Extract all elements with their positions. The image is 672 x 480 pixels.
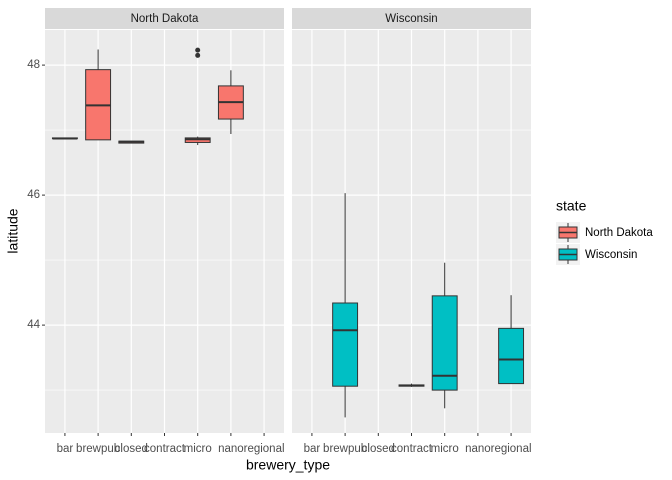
x-tick-label: contract [391, 443, 433, 455]
strip-label: Wisconsin [385, 13, 437, 25]
outlier [195, 47, 201, 53]
x-tick-label: regional [491, 443, 532, 455]
strip-background [292, 8, 531, 29]
x-tick-label: nano [465, 443, 491, 455]
x-tick-label: micro [431, 443, 459, 455]
x-tick-label: bar [304, 443, 321, 455]
y-axis-title: latitude [5, 208, 21, 253]
x-tick-label: regional [244, 443, 285, 455]
box [498, 327, 525, 385]
strip-label: North Dakota [131, 13, 199, 25]
y-tick-label: 44 [27, 319, 40, 331]
legend-title: state [556, 198, 587, 214]
x-tick-label: closed [115, 443, 148, 455]
x-tick-label: closed [362, 443, 395, 455]
outlier [195, 52, 201, 58]
box [431, 295, 458, 391]
x-tick-label: contract [144, 443, 186, 455]
y-tick-label: 48 [27, 59, 40, 71]
x-tick-label: micro [184, 443, 212, 455]
strip-background [45, 8, 284, 29]
x-tick-label: nano [218, 443, 244, 455]
x-tick-label: brewpub [323, 443, 367, 455]
x-axis-title: brewery_type [246, 457, 330, 473]
legend-label: Wisconsin [585, 249, 637, 261]
x-tick-label: brewpub [76, 443, 120, 455]
x-tick-label: bar [57, 443, 74, 455]
y-tick-label: 46 [27, 189, 40, 201]
legend-label: North Dakota [585, 227, 653, 239]
box [332, 302, 359, 387]
